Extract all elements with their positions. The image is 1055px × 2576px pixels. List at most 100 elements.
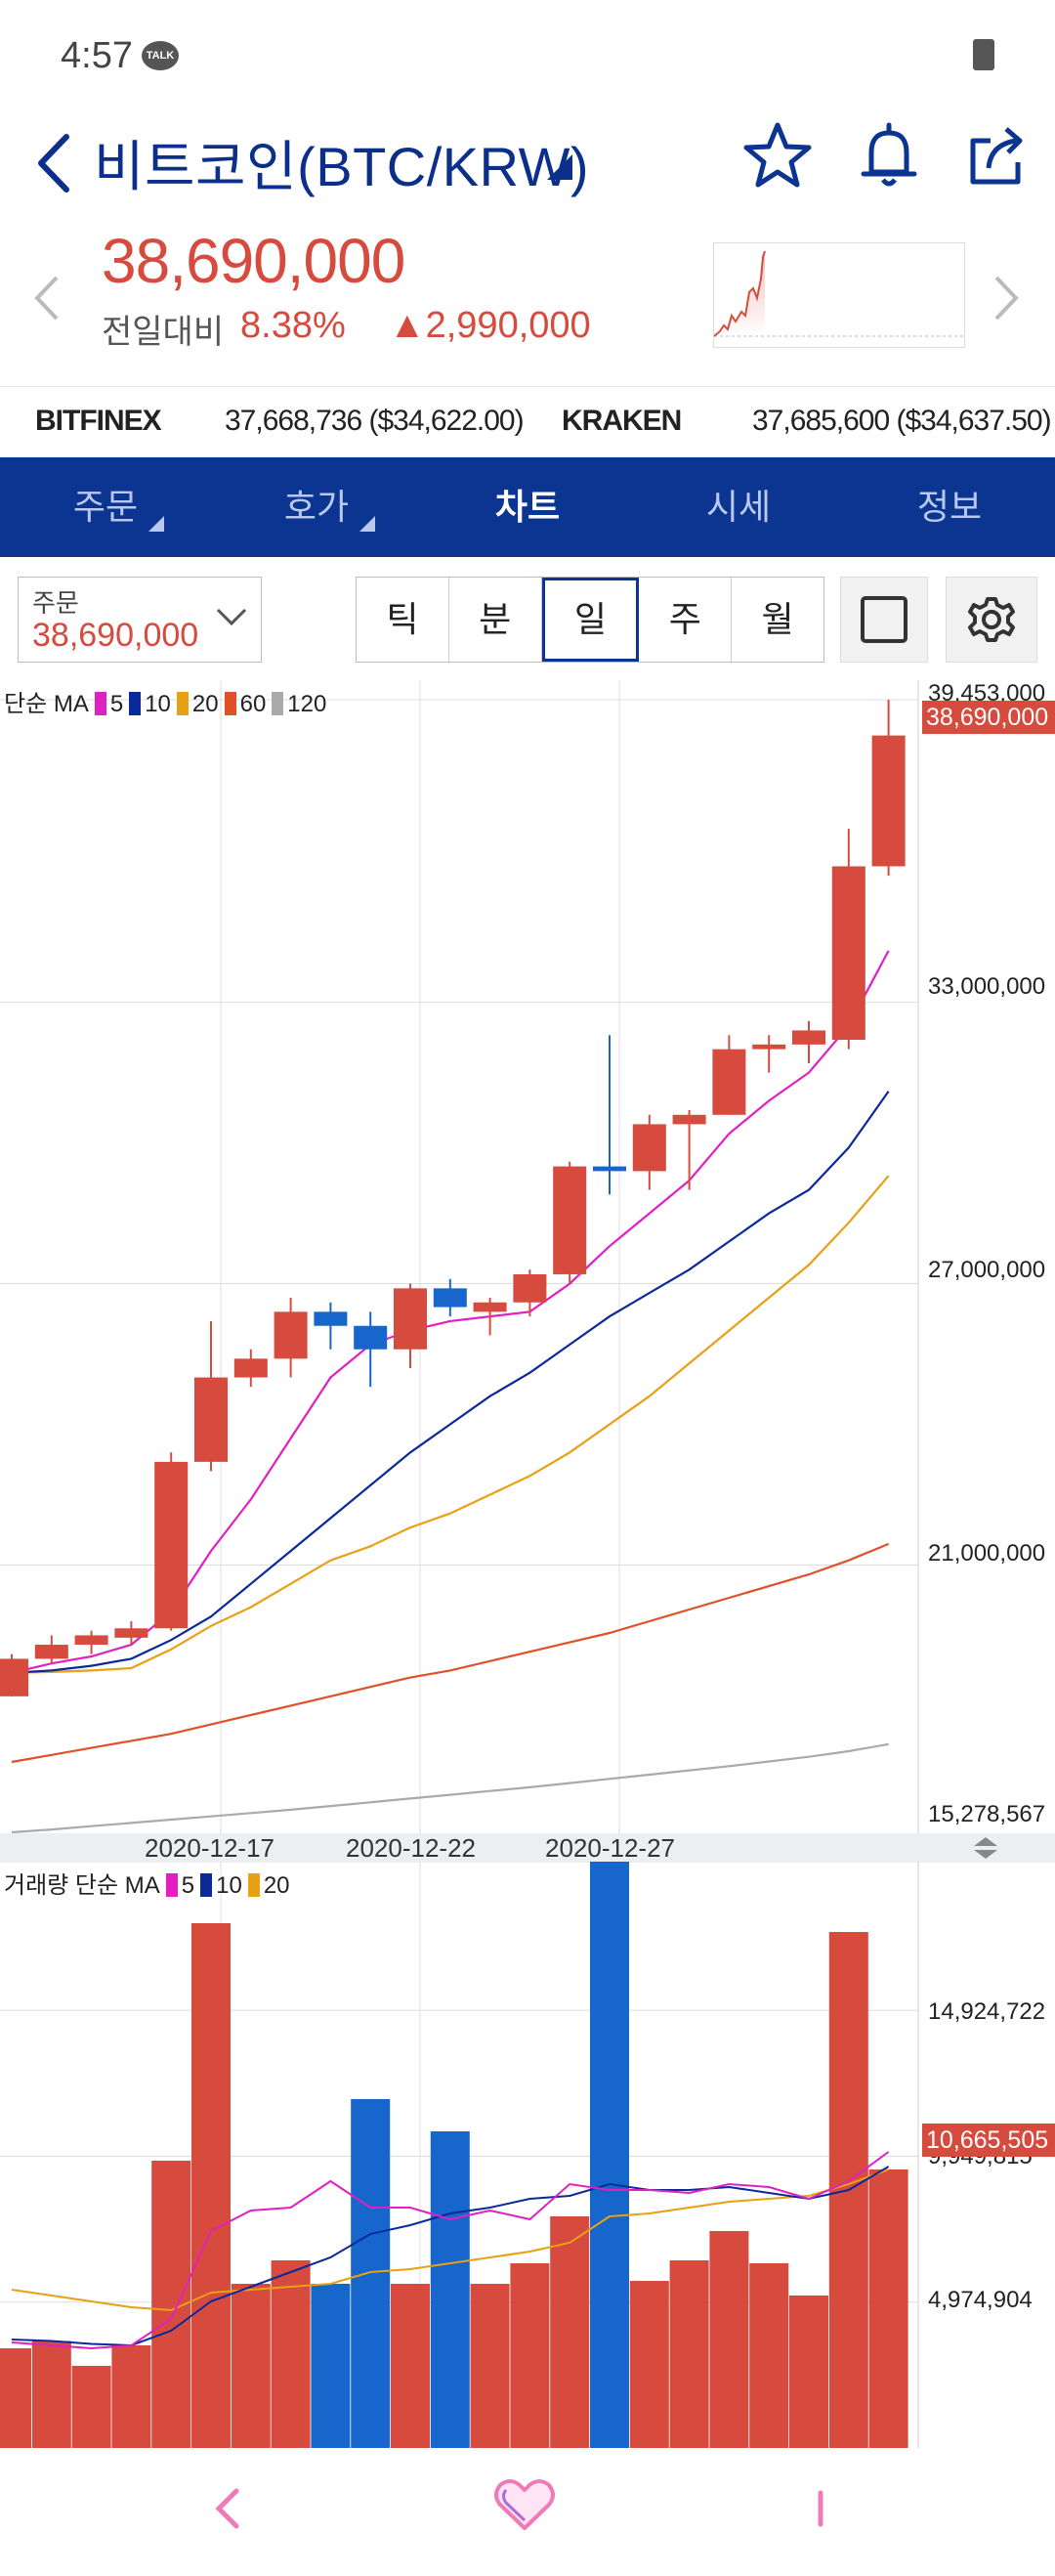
x-axis-dates: 2020-12-17 2020-12-22 2020-12-27 <box>0 1833 1055 1863</box>
candle-body <box>0 1658 28 1696</box>
x-tick-label: 2020-12-17 <box>145 1833 274 1863</box>
status-bar: 4:57 TALK <box>0 0 1055 107</box>
volume-bar <box>271 2260 311 2448</box>
volume-bar <box>0 2348 31 2448</box>
tab-orderbook[interactable]: 호가 <box>211 457 422 557</box>
gear-icon <box>968 597 1015 642</box>
legend-swatch-vma5 <box>165 1873 178 1897</box>
period-month[interactable]: 월 <box>761 599 794 639</box>
candle-body <box>513 1273 547 1303</box>
next-coin-arrow-icon[interactable] <box>992 274 1020 322</box>
volume-bar <box>590 1862 629 2448</box>
legend-title: 거래량 단순 MA <box>4 1872 160 1899</box>
volume-bar <box>191 1923 231 2448</box>
app-header: 비트코인(BTC/KRW) <box>0 107 1055 215</box>
legend-vma20: 20 <box>263 1872 290 1899</box>
tab-info[interactable]: 정보 <box>916 487 983 527</box>
browser-back-icon[interactable] <box>213 2487 242 2530</box>
star-favorite-icon[interactable] <box>740 119 815 193</box>
ma-legend: 단순 MA 5 10 20 60 120 <box>4 684 326 718</box>
fullscreen-button[interactable] <box>840 577 928 663</box>
y-tick-label: 27,000,000 <box>928 1257 1046 1283</box>
candle-body <box>233 1358 268 1378</box>
main-tabs: 주문 호가 차트 시세 정보 <box>0 457 1055 557</box>
status-time: 4:57 <box>61 35 133 76</box>
tab-menu-marker <box>148 516 164 532</box>
volume-bar <box>391 2284 430 2448</box>
legend-swatch-vma20 <box>247 1873 260 1897</box>
exchange-prices: BITFINEX 37,668,736 ($34,622.00) KRAKEN … <box>0 386 1055 457</box>
kakaotalk-notification-icon: TALK <box>142 41 179 70</box>
y-tick-label: 21,000,000 <box>928 1540 1046 1567</box>
x-tick-label: 2020-12-22 <box>346 1833 476 1863</box>
period-minute[interactable]: 분 <box>449 578 542 662</box>
legend-ma5: 5 <box>109 691 124 717</box>
order-label: 주문 <box>32 588 79 618</box>
heart-home-icon[interactable] <box>492 2475 557 2534</box>
prev-day-label: 전일대비 <box>102 314 225 351</box>
y-tick-label: 33,000,000 <box>928 973 1046 1000</box>
price-summary: 38,690,000 전일대비 8.38% ▲2,990,000 <box>0 215 1055 386</box>
chevron-down-icon <box>216 608 247 626</box>
price-sparkline[interactable] <box>713 242 965 348</box>
prev-coin-arrow-icon[interactable] <box>33 274 61 322</box>
candle-body <box>792 1030 825 1045</box>
volume-bar <box>31 2340 71 2448</box>
volume-ma-line-5 <box>11 2151 890 2350</box>
candle-body <box>712 1049 746 1115</box>
candle-body <box>114 1628 148 1638</box>
candle-body <box>394 1288 427 1350</box>
ma-line-120 <box>11 1742 889 1833</box>
candle-body <box>553 1166 587 1274</box>
period-week[interactable]: 주 <box>639 578 733 662</box>
bell-alarm-icon[interactable] <box>852 119 926 193</box>
back-arrow-icon[interactable] <box>27 129 86 197</box>
candle-body <box>752 1044 786 1050</box>
resize-handle-icon[interactable] <box>971 1835 1000 1861</box>
legend-vma10: 10 <box>216 1872 242 1899</box>
recent-apps-icon[interactable] <box>815 2489 826 2528</box>
coin-title[interactable]: 비트코인(BTC/KRW) <box>94 136 590 197</box>
legend-swatch-ma5 <box>94 692 106 715</box>
exchange-value: 37,668,736 ($34,622.00) <box>225 405 525 437</box>
period-tick[interactable]: 틱 <box>357 578 449 662</box>
legend-title: 단순 MA <box>4 691 89 717</box>
period-day[interactable]: 일 <box>541 578 640 662</box>
x-tick-label: 2020-12-27 <box>545 1833 675 1863</box>
square-icon <box>861 596 907 643</box>
legend-swatch-ma120 <box>272 692 284 715</box>
order-price-dropdown[interactable]: 주문 38,690,000 <box>18 577 262 663</box>
battery-icon <box>973 39 994 70</box>
candle-body <box>154 1461 189 1629</box>
exchange-name: BITFINEX <box>35 405 162 437</box>
chart-settings-button[interactable] <box>946 577 1037 663</box>
volume-ma-legend: 거래량 단순 MA 5 10 20 <box>4 1866 290 1900</box>
volume-bar <box>71 2366 111 2448</box>
legend-ma20: 20 <box>191 691 219 717</box>
ma-line-10 <box>11 1091 890 1674</box>
order-value: 38,690,000 <box>32 617 199 654</box>
y-tick-label: 14,924,722 <box>928 1998 1046 2025</box>
candle-body <box>194 1377 228 1462</box>
share-icon[interactable] <box>961 119 1035 193</box>
tab-quotes[interactable]: 시세 <box>705 487 772 527</box>
volume-bar <box>669 2260 709 2448</box>
volume-bar <box>749 2263 789 2448</box>
legend-ma60: 60 <box>239 691 267 717</box>
bottom-navigation <box>0 2448 1055 2576</box>
volume-bar <box>709 2231 749 2448</box>
legend-swatch-ma60 <box>224 692 236 715</box>
candlestick-chart[interactable]: 단순 MA 5 10 20 60 120 39,453,000 33,000,000 27… <box>0 680 1055 1833</box>
candle-body <box>672 1114 706 1125</box>
ma-line-60 <box>11 1542 890 1764</box>
tab-order[interactable]: 주문 <box>0 457 211 557</box>
tab-chart[interactable]: 차트 <box>494 487 561 527</box>
coin-selector-caret-icon[interactable] <box>547 154 572 180</box>
candle-body <box>433 1288 467 1308</box>
tab-menu-marker <box>359 516 375 532</box>
volume-bar <box>550 2216 590 2448</box>
change-amount: ▲2,990,000 <box>389 305 591 346</box>
candle-body <box>274 1311 308 1359</box>
legend-ma120: 120 <box>287 691 327 717</box>
